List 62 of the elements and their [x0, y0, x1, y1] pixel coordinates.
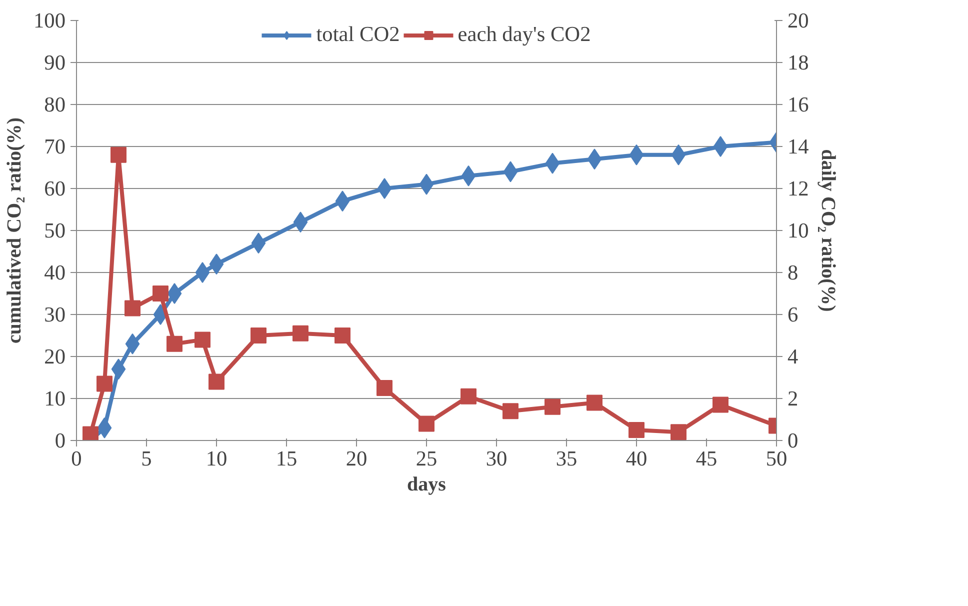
y-tick-label: 80 — [44, 92, 66, 116]
y-tick-label: 20 — [44, 344, 66, 368]
x-tick-label: 5 — [141, 446, 152, 470]
y-tick-label: 50 — [44, 218, 66, 242]
y-tick-label: 100 — [34, 8, 66, 32]
y-tick-label: 90 — [44, 50, 66, 74]
point — [628, 422, 644, 438]
point — [124, 300, 140, 316]
y-tick-label: 10 — [44, 386, 66, 410]
y-axis-title: cumulatived CO₂ ratio(%) — [4, 118, 26, 344]
y2-tick-label: 18 — [788, 50, 809, 74]
y-tick-label: 60 — [44, 176, 66, 200]
x-tick-label: 35 — [556, 446, 578, 470]
x-tick-label: 40 — [626, 446, 648, 470]
x-tick-label: 20 — [346, 446, 368, 470]
y2-tick-label: 2 — [788, 386, 798, 410]
y2-tick-label: 20 — [788, 8, 809, 32]
x-tick-label: 45 — [696, 446, 718, 470]
y-tick-label: 40 — [44, 260, 66, 284]
y2-axis-title: daily CO₂ ratio(%) — [816, 149, 839, 312]
point — [460, 388, 476, 404]
y2-tick-label: 0 — [788, 428, 798, 452]
point — [418, 416, 434, 432]
y2-tick-label: 16 — [788, 92, 810, 116]
x-tick-label: 50 — [766, 446, 788, 470]
point — [334, 328, 350, 344]
y-tick-label: 0 — [54, 428, 66, 452]
y-tick-label: 30 — [44, 302, 66, 326]
point — [195, 262, 210, 283]
point — [670, 424, 686, 440]
legend-label: each day's CO2 — [458, 22, 591, 47]
y2-tick-label: 10 — [788, 218, 809, 242]
point — [502, 403, 518, 420]
point — [208, 374, 224, 390]
point — [292, 325, 308, 342]
y2-tick-label: 14 — [788, 134, 810, 158]
legend-label: total CO2 — [316, 22, 400, 47]
point — [152, 286, 168, 302]
y-tick-label: 70 — [44, 134, 66, 158]
point — [166, 336, 182, 352]
point — [377, 178, 392, 199]
point — [167, 283, 182, 304]
y2-tick-label: 4 — [788, 344, 798, 368]
point — [250, 328, 266, 344]
point — [194, 332, 210, 348]
x-tick-label: 0 — [71, 446, 82, 470]
point — [82, 426, 98, 440]
y2-tick-label: 6 — [788, 302, 798, 326]
x-axis-title: days — [407, 474, 446, 496]
y2-tick-label: 8 — [788, 260, 798, 284]
point — [586, 394, 602, 411]
point — [544, 398, 560, 415]
x-tick-label: 30 — [486, 446, 508, 470]
x-tick-label: 25 — [416, 446, 438, 470]
point — [712, 396, 728, 413]
point — [713, 136, 728, 157]
x-tick-label: 15 — [276, 446, 298, 470]
x-tick-label: 10 — [206, 446, 228, 470]
y2-tick-label: 12 — [788, 176, 809, 200]
point — [110, 146, 126, 163]
point — [96, 376, 112, 392]
point — [376, 380, 392, 396]
